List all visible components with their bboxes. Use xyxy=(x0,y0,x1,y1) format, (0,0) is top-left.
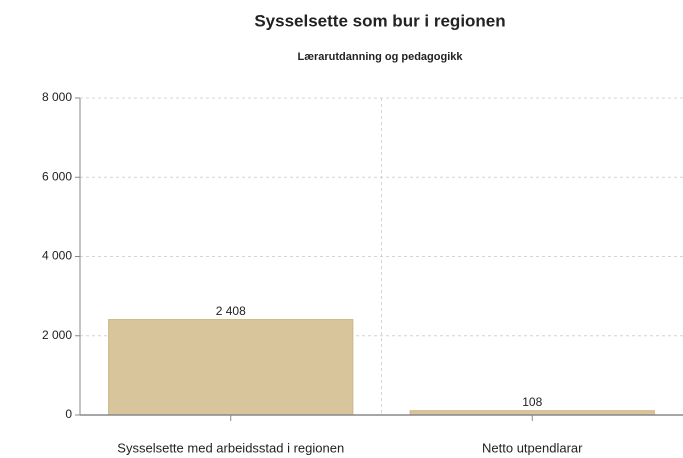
y-tick-label: 8 000 xyxy=(42,90,72,104)
y-tick-label: 0 xyxy=(65,407,72,421)
y-tick-label: 4 000 xyxy=(42,249,72,263)
y-tick-label: 6 000 xyxy=(42,169,72,183)
x-tick-label: Sysselsette med arbeidsstad i regionen xyxy=(117,440,344,455)
y-tick-label: 2 000 xyxy=(42,328,72,342)
value-label: 108 xyxy=(522,395,542,409)
chart-title: Sysselsette som bur i regionen xyxy=(254,11,505,30)
chart-subtitle: Lærarutdanning og pedagogikk xyxy=(297,51,463,63)
value-label: 2 408 xyxy=(216,304,246,318)
x-tick-label: Netto utpendlarar xyxy=(482,440,583,455)
bar xyxy=(108,319,354,416)
